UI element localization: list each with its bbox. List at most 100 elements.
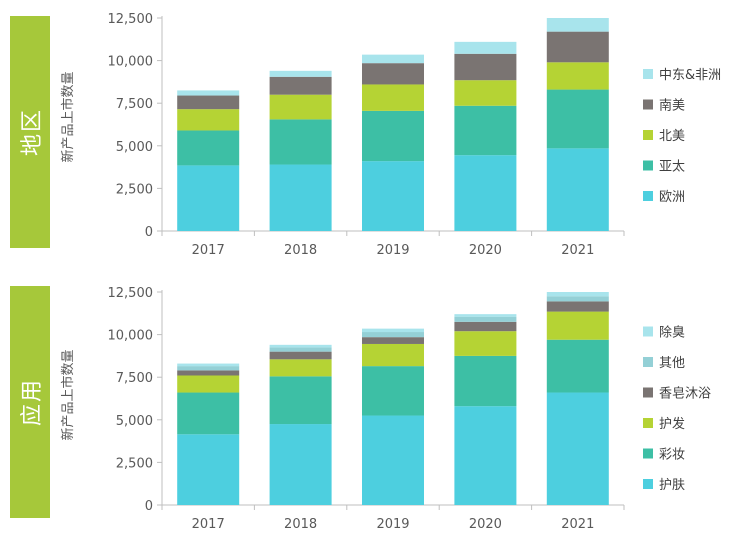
bar-segment [454, 314, 517, 317]
bar-segment [269, 344, 332, 348]
bar-segment [454, 105, 517, 156]
bar-segment [546, 296, 609, 302]
bar-segment [269, 359, 332, 377]
legend-swatch [643, 448, 653, 459]
legend-swatch [643, 69, 653, 79]
bar-segment [362, 54, 424, 64]
bar-segment [269, 164, 332, 231]
bar-segment [362, 332, 424, 338]
bar-segment [454, 355, 517, 407]
legend-label: 欧洲 [659, 190, 685, 205]
y-tick-label: 5,000 [116, 140, 153, 155]
x-tick-label: 2017 [192, 243, 225, 258]
bar-segment [546, 339, 609, 393]
bar-segment [177, 90, 240, 96]
bar-segment [269, 351, 332, 360]
bar-segment [454, 331, 517, 356]
legend-swatch [643, 160, 653, 171]
bar-segment [269, 424, 332, 505]
legend-swatch [643, 130, 653, 140]
bar-segment [546, 62, 609, 90]
section-band-region: 地区 [10, 16, 50, 248]
legend-label: 护肤 [659, 478, 685, 493]
bar-segment [454, 80, 517, 106]
y-tick-label: 7,500 [116, 371, 153, 386]
y-tick-label: 0 [145, 499, 153, 514]
y-tick-label: 10,000 [108, 329, 154, 344]
bar-segment [362, 337, 424, 344]
legend-label: 亚太 [659, 160, 685, 175]
x-tick-label: 2020 [469, 517, 502, 532]
bar-segment [177, 95, 240, 110]
bar-segment [177, 392, 240, 435]
bar-segment [269, 376, 332, 425]
x-tick-label: 2018 [284, 243, 317, 258]
y-axis-label: 新产品上市数量 [60, 71, 76, 162]
bar-segment [177, 109, 240, 131]
section-band-application: 应用 [10, 286, 50, 518]
bar-segment [546, 89, 609, 149]
x-tick-label: 2021 [561, 517, 594, 532]
bar-segment [362, 63, 424, 85]
legend-swatch [643, 99, 653, 110]
y-tick-label: 2,500 [116, 182, 153, 197]
bar-segment [362, 84, 424, 111]
bar-segment [454, 41, 517, 54]
bar-segment [454, 316, 517, 322]
legend-label: 护发 [659, 416, 685, 432]
legend-swatch [643, 191, 653, 201]
bar-segment [177, 363, 240, 367]
bar-segment [177, 375, 240, 393]
y-tick-label: 2,500 [116, 456, 153, 471]
x-tick-label: 2021 [561, 243, 594, 258]
bar-segment [177, 434, 240, 505]
y-tick-label: 12,500 [108, 286, 154, 301]
bar-segment [177, 366, 240, 371]
bar-segment [454, 406, 517, 505]
bar-segment [177, 130, 240, 166]
legend-swatch [643, 357, 653, 367]
bar-segment [362, 161, 424, 231]
bar-segment [269, 70, 332, 77]
bar-segment [362, 110, 424, 162]
bar-segment [362, 415, 424, 505]
y-tick-label: 7,500 [116, 97, 153, 112]
bar-segment [177, 370, 240, 376]
y-tick-label: 5,000 [116, 414, 153, 429]
legend-label: 除臭 [659, 326, 685, 341]
bar-segment [546, 31, 609, 63]
legend-swatch [643, 479, 653, 489]
legend-swatch [643, 387, 653, 398]
bar-segment [269, 76, 332, 95]
legend-swatch [643, 326, 653, 337]
legend-label: 北美 [659, 129, 685, 144]
x-tick-label: 2019 [376, 243, 409, 258]
bar-segment [362, 343, 424, 367]
bar-segment [362, 366, 424, 416]
bar-segment [546, 301, 609, 312]
legend-label: 中东&非洲 [659, 68, 721, 83]
legend-label: 南美 [659, 98, 685, 114]
bar-segment [546, 148, 609, 231]
bar-segment [546, 292, 609, 297]
legend-label: 其他 [659, 356, 685, 371]
legend-label: 彩妆 [659, 448, 685, 463]
x-tick-label: 2019 [376, 517, 409, 532]
bar-segment [454, 155, 517, 231]
bar-segment [177, 165, 240, 231]
x-tick-label: 2020 [469, 243, 502, 258]
bar-segment [546, 392, 609, 505]
y-tick-label: 10,000 [108, 55, 154, 70]
y-tick-label: 0 [145, 225, 153, 240]
bar-segment [454, 53, 517, 81]
x-tick-label: 2018 [284, 517, 317, 532]
y-tick-label: 12,500 [108, 12, 154, 27]
bar-segment [269, 119, 332, 165]
x-tick-label: 2017 [192, 517, 225, 532]
legend-label: 香皂沐浴 [659, 387, 711, 402]
bar-segment [362, 328, 424, 333]
bar-segment [454, 321, 517, 332]
bar-segment [269, 347, 332, 352]
legend-swatch [643, 418, 653, 428]
